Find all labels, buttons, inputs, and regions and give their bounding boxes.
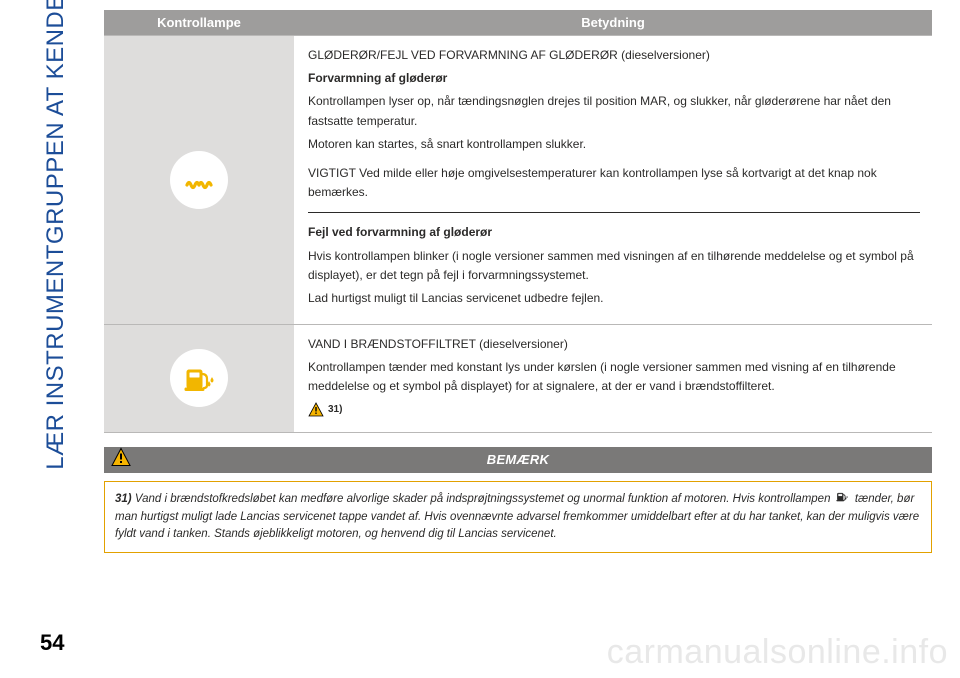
table-row: GLØDERØR/FEJL VED FORVARMNING AF GLØDERØ… (104, 36, 932, 325)
row1-title: VAND I BRÆNDSTOFFILTRET (dieselversioner… (308, 335, 920, 354)
row1-p0: Kontrollampen tænder med konstant lys un… (308, 358, 920, 396)
row0-title: GLØDERØR/FEJL VED FORVARMNING AF GLØDERØ… (308, 46, 920, 65)
page-content: Kontrollampe Betydning (104, 10, 932, 553)
bemaerk-label: BEMÆRK (104, 452, 932, 467)
water-in-fuel-icon (834, 490, 850, 511)
warning-triangle-icon (308, 402, 324, 418)
warning-triangle-icon (110, 446, 132, 473)
watermark-text: carmanualsonline.info (607, 633, 948, 672)
row0-s1-p0: Hvis kontrollampen blinker (i nogle vers… (308, 247, 920, 285)
side-section-label-text: LÆR INSTRUMENTGRUPPEN AT KENDE (42, 0, 70, 470)
note-lead: 31) (115, 493, 132, 505)
col-header-lamp: Kontrollampe (104, 10, 294, 36)
row0-p2: VIGTIGT Ved milde eller høje omgivelsest… (308, 164, 920, 202)
side-section-label: LÆR INSTRUMENTGRUPPEN AT KENDE (38, 8, 74, 456)
water-in-fuel-icon (170, 349, 228, 407)
meaning-cell: VAND I BRÆNDSTOFFILTRET (dieselversioner… (294, 325, 932, 433)
glow-plug-icon (170, 151, 228, 209)
bemaerk-header-bar: BEMÆRK (104, 447, 932, 473)
page-number: 54 (40, 630, 64, 656)
row0-s1-p1: Lad hurtigst muligt til Lancias servicen… (308, 289, 920, 308)
note-text-before: Vand i brændstofkredsløbet kan medføre a… (132, 493, 834, 505)
section-divider (308, 212, 920, 213)
lamp-cell (104, 325, 294, 433)
row0-p1: Motoren kan startes, så snart kontrollam… (308, 135, 920, 154)
row0-p0: Kontrollampen lyser op, når tændingsnøgl… (308, 92, 920, 130)
warning-lamp-table: Kontrollampe Betydning (104, 10, 932, 433)
row0-sub1: Fejl ved forvarmning af gløderør (308, 225, 492, 239)
note-box: 31) Vand i brændstofkredsløbet kan medfø… (104, 481, 932, 553)
footnote-number: 31) (328, 402, 342, 418)
meaning-cell: GLØDERØR/FEJL VED FORVARMNING AF GLØDERØ… (294, 36, 932, 325)
footnote-ref: 31) (308, 402, 342, 418)
col-header-meaning: Betydning (294, 10, 932, 36)
table-row: VAND I BRÆNDSTOFFILTRET (dieselversioner… (104, 325, 932, 433)
lamp-cell (104, 36, 294, 325)
row0-sub0: Forvarmning af gløderør (308, 71, 447, 85)
